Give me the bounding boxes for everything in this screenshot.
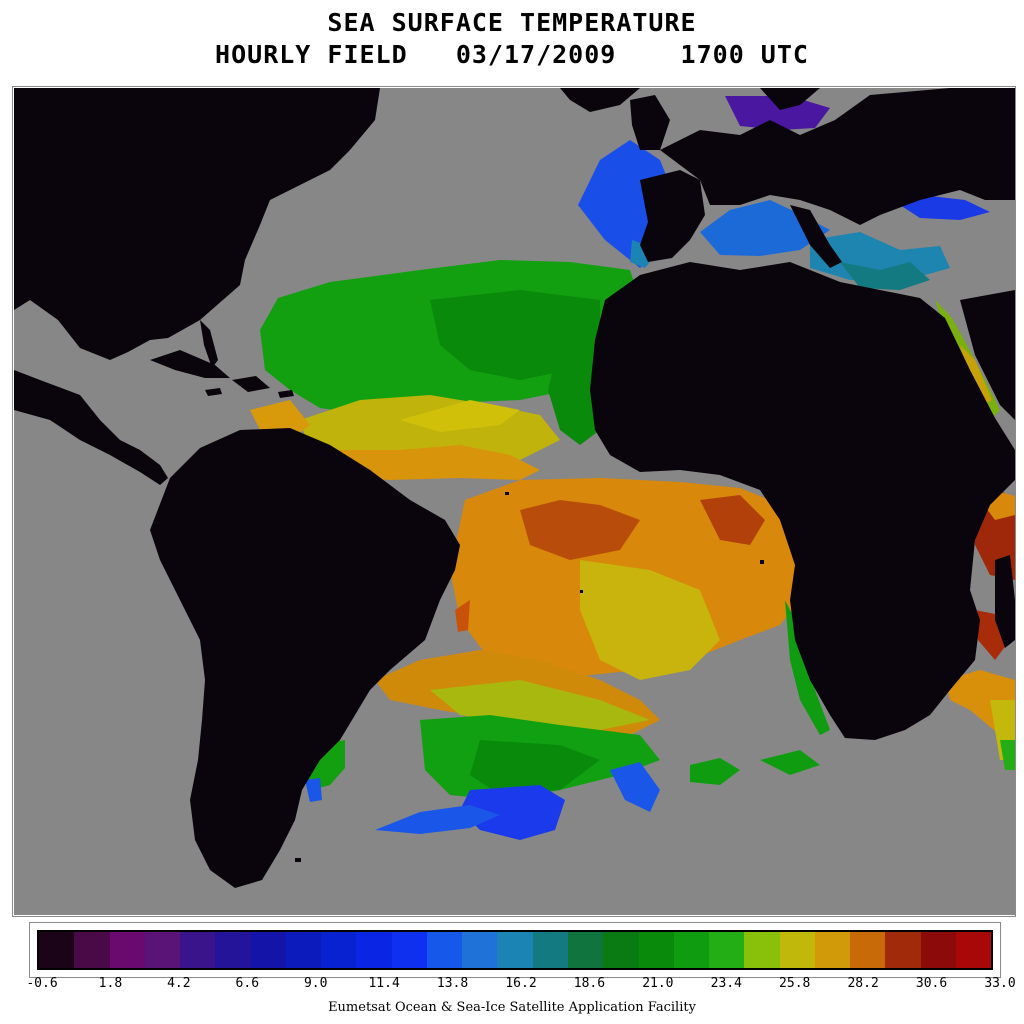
colorbar-segment bbox=[391, 932, 427, 968]
colorbar bbox=[37, 930, 993, 970]
colorbar-frame bbox=[29, 922, 1001, 978]
sst-patch-south-blue bbox=[460, 785, 565, 840]
colorbar-segment bbox=[215, 932, 251, 968]
sst-patch-black-sea bbox=[900, 196, 990, 220]
land bbox=[14, 88, 1015, 888]
sst-patch-red-sea-south bbox=[960, 345, 992, 404]
sst-patch-agulhas-blue bbox=[610, 762, 660, 812]
colorbar-segment bbox=[814, 932, 851, 968]
colorbar-segment bbox=[462, 932, 498, 968]
colorbar-tick-label: 18.6 bbox=[573, 976, 606, 991]
colorbar-segment bbox=[744, 932, 780, 968]
colorbar-segment bbox=[356, 932, 392, 968]
sst-map bbox=[14, 88, 1015, 915]
colorbar-segment bbox=[74, 932, 110, 968]
colorbar-segment bbox=[885, 932, 921, 968]
colorbar-tick-label: -0.6 bbox=[26, 976, 58, 991]
colorbar-segment bbox=[497, 932, 533, 968]
sst-patch-south-blue-streak bbox=[375, 805, 500, 834]
south-america bbox=[150, 428, 460, 888]
island-1 bbox=[505, 492, 509, 495]
island-4 bbox=[760, 560, 764, 564]
colorbar-segment bbox=[673, 932, 710, 968]
colorbar-segment bbox=[426, 932, 463, 968]
colorbar-segment bbox=[638, 932, 674, 968]
sst-patch-brazil-coast bbox=[455, 600, 470, 632]
sst-patch-subtropic-orange bbox=[320, 445, 540, 480]
colorbar-segment bbox=[920, 932, 956, 968]
sst-patch-south-east-green-2 bbox=[760, 750, 820, 775]
british-isles bbox=[630, 95, 670, 150]
colorbar-tick-label: 33.0 bbox=[984, 976, 1016, 991]
colorbar-tick-label: 1.8 bbox=[98, 976, 123, 991]
sst-patch-equatorial-red bbox=[520, 500, 640, 560]
cuba bbox=[150, 350, 230, 378]
central-america bbox=[14, 370, 168, 485]
arabia bbox=[960, 290, 1015, 420]
colorbar-tick-label: 23.4 bbox=[710, 976, 742, 991]
sst-patch-patagonia-blue bbox=[305, 778, 322, 802]
colorbar-tick-label: 30.6 bbox=[915, 976, 948, 991]
islands bbox=[295, 492, 764, 862]
map-subtitle: HOURLY FIELD 03/17/2009 1700 UTC bbox=[215, 40, 809, 69]
colorbar-segment bbox=[567, 932, 604, 968]
colorbar-segment bbox=[285, 932, 322, 968]
colorbar-segment bbox=[144, 932, 181, 968]
colorbar-segment bbox=[180, 932, 216, 968]
sst-patch-south-green-dark bbox=[470, 740, 600, 795]
jamaica bbox=[205, 388, 222, 396]
north-america bbox=[14, 88, 380, 360]
sst-patch-indian-green bbox=[1000, 740, 1015, 770]
colorbar-segment bbox=[850, 932, 886, 968]
puerto-rico bbox=[278, 390, 294, 398]
colorbar-tick-label: 11.4 bbox=[368, 976, 400, 991]
greenland-tip bbox=[560, 88, 640, 112]
colorbar-segment bbox=[109, 932, 145, 968]
colorbar-segment bbox=[955, 932, 992, 968]
italy bbox=[790, 205, 842, 268]
colorbar-tick-label: 21.0 bbox=[642, 976, 674, 991]
africa bbox=[590, 262, 1015, 740]
credit-line: Eumetsat Ocean & Sea-Ice Satellite Appli… bbox=[328, 1000, 696, 1015]
hispaniola bbox=[232, 376, 270, 392]
colorbar-segment bbox=[250, 932, 286, 968]
sst-patch-gulf-guinea-red bbox=[700, 495, 765, 545]
colorbar-tick-label: 28.2 bbox=[847, 976, 879, 991]
florida bbox=[200, 320, 218, 368]
colorbar-tick-label: 25.8 bbox=[779, 976, 811, 991]
colorbar-tick-label: 4.2 bbox=[167, 976, 191, 991]
sst-patch-yellow-streak bbox=[400, 400, 520, 432]
sst-patch-north-purple bbox=[725, 96, 830, 130]
colorbar-segment bbox=[321, 932, 357, 968]
sst-patch-africa-coast-green bbox=[548, 330, 605, 445]
colorbar-tick-label: 9.0 bbox=[303, 976, 328, 991]
colorbar-segment bbox=[532, 932, 568, 968]
sst-field bbox=[250, 96, 1015, 840]
sst-patch-med-south bbox=[840, 262, 930, 290]
iberia bbox=[640, 170, 705, 262]
colorbar-segment bbox=[39, 932, 75, 968]
scandinavia bbox=[760, 88, 820, 110]
map-title: SEA SURFACE TEMPERATURE bbox=[327, 8, 697, 37]
colorbar-tick-label: 13.8 bbox=[436, 976, 469, 991]
sst-patch-patagonia-green bbox=[302, 740, 345, 790]
colorbar-segment bbox=[603, 932, 639, 968]
island-3 bbox=[295, 858, 301, 862]
colorbar-segment bbox=[779, 932, 815, 968]
colorbar-tick-label: 6.6 bbox=[235, 976, 260, 991]
colorbar-tick-label: 16.2 bbox=[505, 976, 537, 991]
europe-main bbox=[660, 88, 1015, 225]
island-2 bbox=[580, 590, 583, 593]
sst-patch-south-east-green bbox=[690, 758, 740, 785]
madagascar bbox=[995, 555, 1015, 648]
colorbar-segment bbox=[709, 932, 745, 968]
sst-patch-south-central-yellow bbox=[580, 560, 720, 680]
